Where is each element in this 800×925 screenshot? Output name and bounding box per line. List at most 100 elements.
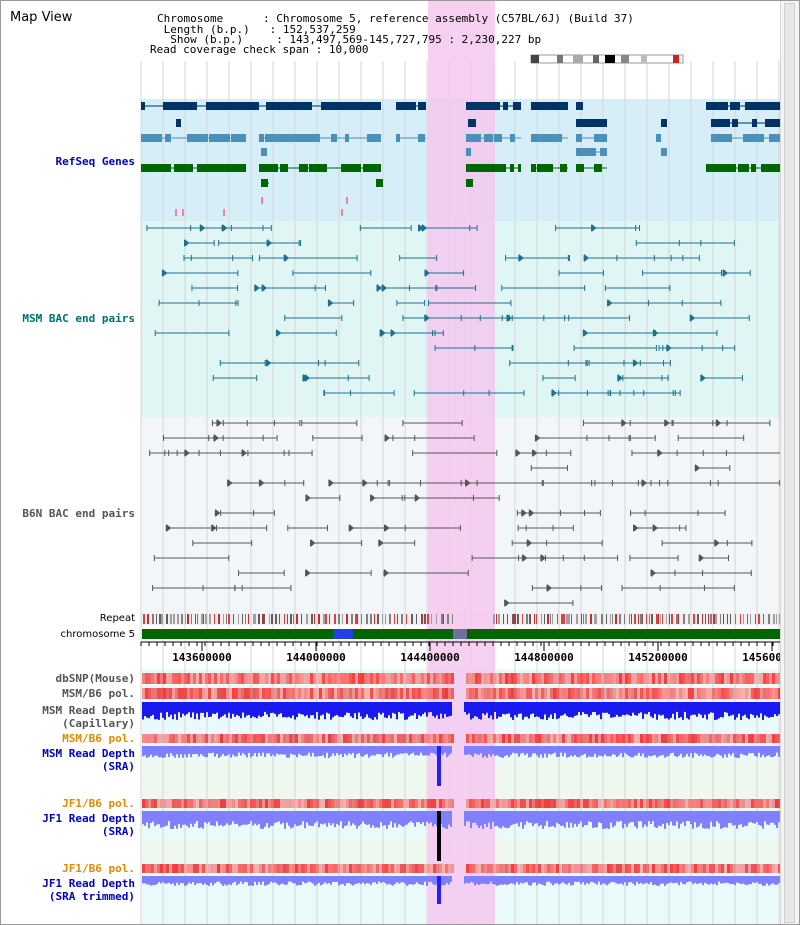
jf1-b6-pol-heat xyxy=(364,799,367,808)
jf1-b6-pol-2-heat xyxy=(424,864,427,873)
jf1-trim-depth xyxy=(650,876,652,883)
jf1-sra-depth xyxy=(634,811,636,827)
track-label-msm-b6-pol[interactable]: MSM/B6 pol. xyxy=(62,687,135,700)
track-label-msm-depth-capillary[interactable]: MSM Read Depth (Capillary) xyxy=(42,704,135,730)
msm-sra-depth xyxy=(474,746,476,754)
msm-sra-depth xyxy=(222,746,224,754)
jf1-b6-pol-2-heat xyxy=(403,864,406,873)
msm-sra-depth xyxy=(712,746,714,758)
dbsnp-heat xyxy=(523,673,526,684)
track-label-refseq[interactable]: RefSeq Genes xyxy=(55,155,135,168)
dbsnp-heat xyxy=(283,673,286,684)
jf1-trim-depth xyxy=(242,876,244,884)
jf1-b6-pol-2-heat xyxy=(379,864,382,873)
msm-b6-pol-2-heat xyxy=(229,734,232,743)
jf1-trim-depth xyxy=(244,876,246,882)
jf1-b6-pol-2-heat xyxy=(553,864,556,873)
msm-sra-depth xyxy=(182,746,184,758)
msm-sra-depth xyxy=(324,746,326,758)
jf1-sra-depth xyxy=(366,811,368,825)
msm-b6-pol-2-heat xyxy=(631,734,634,743)
msm-capillary-depth xyxy=(358,702,360,713)
repeat-mark xyxy=(394,614,395,624)
repeat-mark xyxy=(447,614,449,624)
jf1-sra-depth xyxy=(182,811,184,825)
msm-capillary-depth xyxy=(516,702,518,718)
scrollbar-thumb[interactable] xyxy=(784,3,795,923)
msm-sra-depth xyxy=(166,746,168,754)
jf1-b6-pol-heat xyxy=(241,799,244,808)
repeat-mark xyxy=(583,614,584,624)
jf1-b6-pol-2-heat xyxy=(535,864,538,873)
msm-b6-pol-2-heat xyxy=(475,734,478,743)
track-label-jf1-b6-pol-2[interactable]: JF1/B6 pol. xyxy=(62,862,135,875)
jf1-sra-depth xyxy=(434,811,436,825)
track-label-b6n-bac[interactable]: B6N BAC end pairs xyxy=(22,507,135,520)
track-label-jf1-b6-pol[interactable]: JF1/B6 pol. xyxy=(62,797,135,810)
jf1-b6-pol-heat xyxy=(520,799,523,808)
msm-b6-pol-2-heat xyxy=(166,734,169,743)
msm-b6-pol-2-heat xyxy=(655,734,658,743)
jf1-b6-pol-2-heat xyxy=(511,864,514,873)
jf1-b6-pol-heat xyxy=(439,799,442,808)
dbsnp-heat xyxy=(247,673,250,684)
repeat-mark xyxy=(596,614,597,624)
gene-exon xyxy=(599,119,607,127)
msm-capillary-depth xyxy=(448,702,450,717)
jf1-b6-pol-2-heat xyxy=(466,864,469,873)
track-label-msm-b6-pol-2[interactable]: MSM/B6 pol. xyxy=(62,732,135,745)
jf1-b6-pol-heat xyxy=(586,799,589,808)
gene-exon xyxy=(275,134,293,142)
repeat-mark xyxy=(676,614,678,624)
msm-sra-depth xyxy=(416,746,418,756)
gene-exon xyxy=(555,134,561,142)
jf1-b6-pol-2-heat xyxy=(541,864,544,873)
track-label-msm-bac[interactable]: MSM BAC end pairs xyxy=(22,312,135,325)
jf1-b6-pol-2-heat xyxy=(733,864,736,873)
msm-capillary-depth xyxy=(510,702,512,718)
msm-sra-depth xyxy=(622,746,624,758)
jf1-sra-depth xyxy=(614,811,616,826)
msm-b6-pol-2-heat xyxy=(217,734,220,743)
msm-b6-pol-2-heat xyxy=(751,734,754,743)
jf1-b6-pol-2-heat xyxy=(721,864,724,873)
msm-b6-pol-2-heat xyxy=(616,734,619,743)
jf1-sra-depth xyxy=(254,811,256,824)
repeat-mark xyxy=(498,614,500,624)
show-label: Show (b.p.) xyxy=(170,33,244,46)
jf1-trim-depth xyxy=(642,876,644,885)
track-label-dbsnp[interactable]: dbSNP(Mouse) xyxy=(55,672,135,685)
jf1-sra-depth xyxy=(200,811,202,828)
msm-b6-pol-2-heat xyxy=(187,734,190,743)
msm-b6-pol-heat xyxy=(382,688,385,699)
msm-sra-depth xyxy=(332,746,334,754)
msm-b6-pol-heat xyxy=(574,688,577,699)
msm-b6-pol-2-heat xyxy=(679,734,682,743)
msm-b6-pol-2-heat xyxy=(502,734,505,743)
dbsnp-heat xyxy=(316,673,319,684)
dbsnp-heat xyxy=(310,673,313,684)
vertical-scrollbar[interactable] xyxy=(780,1,799,924)
msm-b6-pol-heat xyxy=(697,688,700,699)
track-label-jf1-depth-sra[interactable]: JF1 Read Depth (SRA) xyxy=(42,812,135,838)
dbsnp-heat xyxy=(580,673,583,684)
msm-capillary-depth xyxy=(290,702,292,719)
jf1-b6-pol-heat xyxy=(238,799,241,808)
gene-exon xyxy=(751,164,756,172)
track-label-jf1-depth-trimmed[interactable]: JF1 Read Depth (SRA trimmed) xyxy=(42,877,135,903)
jf1-b6-pol-2-heat xyxy=(730,864,733,873)
jf1-b6-pol-heat xyxy=(262,799,265,808)
jf1-sra-depth xyxy=(352,811,354,824)
track-label-msm-depth-sra[interactable]: MSM Read Depth (SRA) xyxy=(42,747,135,773)
jf1-trim-depth xyxy=(706,876,708,884)
msm-capillary-depth xyxy=(768,702,770,718)
msm-sra-depth xyxy=(652,746,654,756)
msm-b6-pol-heat xyxy=(628,688,631,699)
jf1-trim-depth xyxy=(230,876,232,886)
dbsnp-heat xyxy=(496,673,499,684)
msm-b6-pol-2-heat xyxy=(610,734,613,743)
msm-b6-pol-2-heat xyxy=(766,734,769,743)
repeat-mark xyxy=(552,614,553,624)
jf1-b6-pol-heat xyxy=(646,799,649,808)
repeat-mark xyxy=(526,614,528,624)
